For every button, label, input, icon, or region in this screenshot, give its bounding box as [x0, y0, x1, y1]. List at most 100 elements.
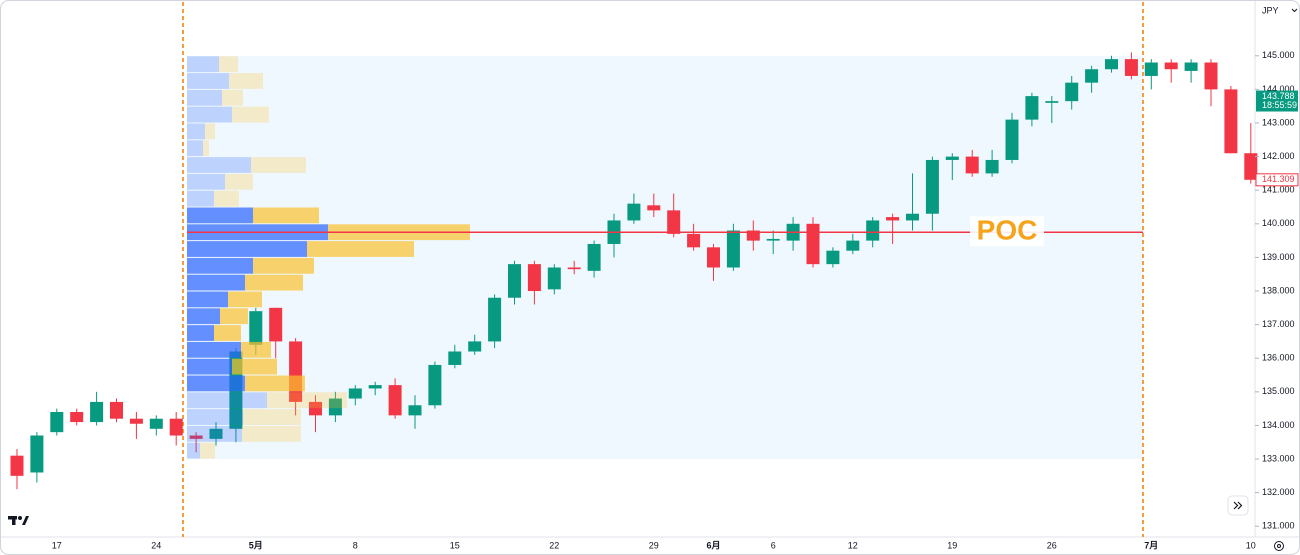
candle-body — [826, 250, 840, 265]
candle-body — [448, 351, 462, 365]
x-tick-label: 6 — [771, 540, 776, 550]
profile-down-volume — [251, 157, 306, 173]
candle-body — [1065, 82, 1079, 102]
profile-up-volume — [187, 106, 232, 123]
candle-body — [1124, 59, 1138, 76]
profile-up-volume — [187, 375, 245, 392]
profile-up-volume — [187, 173, 225, 190]
candle-body — [766, 238, 780, 241]
price-badge-label: 143.788 — [1262, 91, 1295, 101]
profile-down-volume — [307, 241, 414, 257]
y-tick-label: 137.000 — [1262, 319, 1295, 329]
x-tick-label: 17 — [52, 540, 62, 550]
profile-up-volume — [187, 56, 219, 73]
profile-down-volume — [219, 56, 238, 73]
poc-label: POC — [977, 215, 1038, 246]
y-tick-label: 136.000 — [1262, 353, 1295, 363]
candle-body — [965, 156, 979, 174]
profile-down-volume — [253, 257, 314, 274]
candle-body — [726, 230, 740, 268]
candle-body — [627, 203, 641, 221]
profile-down-volume — [205, 123, 215, 140]
y-tick-label: 140.000 — [1262, 218, 1295, 228]
x-tick-label: 29 — [649, 540, 659, 550]
currency-dropdown[interactable] — [1291, 8, 1298, 13]
y-tick-label: 141.000 — [1262, 185, 1295, 195]
candle-body — [567, 267, 581, 270]
profile-up-volume — [187, 207, 253, 224]
profile-up-volume — [187, 89, 222, 106]
candle-body — [110, 401, 123, 419]
y-tick-label: 131.000 — [1262, 521, 1295, 531]
candle-body — [667, 210, 681, 234]
candle-body — [169, 418, 183, 436]
candle-body — [707, 247, 720, 268]
candle-body — [1164, 62, 1178, 70]
y-tick-label: 145.000 — [1262, 50, 1295, 60]
profile-down-volume — [214, 325, 241, 341]
candle-body — [1105, 59, 1118, 70]
profile-up-volume — [187, 73, 229, 89]
x-tick-label: 15 — [450, 540, 460, 550]
candle-body — [209, 428, 223, 439]
profile-down-volume — [243, 409, 301, 425]
x-tick-label: 19 — [947, 540, 957, 550]
candle-body — [1025, 96, 1039, 120]
candle-body — [1085, 69, 1099, 83]
price-badge — [1255, 173, 1299, 187]
x-tick-label: 7月 — [1144, 540, 1158, 550]
candle-body — [10, 455, 24, 476]
y-tick-label: 143.000 — [1262, 117, 1295, 127]
candle-body — [488, 297, 502, 342]
profile-up-volume — [187, 157, 251, 173]
profile-down-volume — [228, 291, 262, 308]
profile-up-volume — [187, 341, 241, 358]
tradingview-logo — [8, 516, 29, 525]
candle-body — [309, 401, 322, 416]
profile-up-volume — [187, 274, 245, 291]
profile-up-volume — [187, 392, 267, 409]
x-tick-label: 8 — [353, 540, 358, 550]
candle-body — [468, 341, 482, 352]
profile-down-volume — [242, 425, 301, 442]
candle-body — [70, 411, 84, 423]
x-tick-label: 6月 — [706, 540, 720, 550]
candle-body — [547, 267, 561, 290]
price-badge-label: 141.309 — [1262, 174, 1295, 184]
candle-body — [269, 307, 283, 342]
profile-up-volume — [187, 425, 242, 442]
x-tick-label: 12 — [848, 540, 858, 550]
candle-body — [368, 385, 382, 389]
candle-body — [806, 223, 820, 265]
x-tick-label: 5月 — [249, 540, 263, 550]
profile-down-volume — [200, 442, 215, 459]
profile-down-volume — [203, 140, 209, 157]
profile-down-volume — [229, 73, 263, 89]
candle-body — [428, 364, 442, 406]
candle-body — [1045, 101, 1059, 103]
scroll-to-latest-button[interactable] — [1227, 495, 1249, 516]
candle-body — [886, 217, 900, 221]
y-tick-label: 139.000 — [1262, 252, 1295, 262]
candle-body — [1005, 119, 1019, 160]
candle-body — [945, 156, 959, 160]
y-tick-label: 138.000 — [1262, 285, 1295, 295]
profile-down-volume — [245, 375, 305, 392]
candle-body — [348, 388, 362, 399]
profile-down-volume — [225, 173, 253, 190]
candle-body — [508, 264, 521, 298]
poc-label-background — [970, 216, 1044, 247]
profile-up-volume — [187, 257, 253, 274]
profile-up-volume — [187, 291, 228, 308]
candle-body — [1244, 153, 1258, 180]
settings-button[interactable] — [1274, 541, 1284, 551]
profile-down-volume — [232, 358, 277, 375]
y-tick-label: 142.000 — [1262, 151, 1295, 161]
candle-body — [1204, 62, 1218, 90]
y-tick-label: 135.000 — [1262, 386, 1295, 396]
profile-down-volume — [253, 207, 319, 224]
currency-label[interactable]: JPY — [1262, 5, 1279, 15]
candle-body — [328, 398, 342, 416]
candle-body — [30, 435, 44, 473]
